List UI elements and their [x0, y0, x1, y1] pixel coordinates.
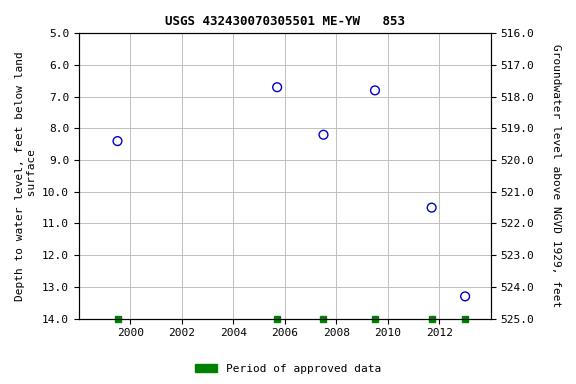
- Legend: Period of approved data: Period of approved data: [191, 359, 385, 379]
- Point: [113, 138, 122, 144]
- Point: [272, 84, 282, 90]
- Point: [370, 87, 380, 93]
- Point: [427, 205, 436, 211]
- Y-axis label: Groundwater level above NGVD 1929, feet: Groundwater level above NGVD 1929, feet: [551, 44, 561, 308]
- Title: USGS 432430070305501 ME-YW   853: USGS 432430070305501 ME-YW 853: [165, 15, 405, 28]
- Point: [460, 293, 469, 300]
- Point: [319, 132, 328, 138]
- Y-axis label: Depth to water level, feet below land
 surface: Depth to water level, feet below land su…: [15, 51, 37, 301]
